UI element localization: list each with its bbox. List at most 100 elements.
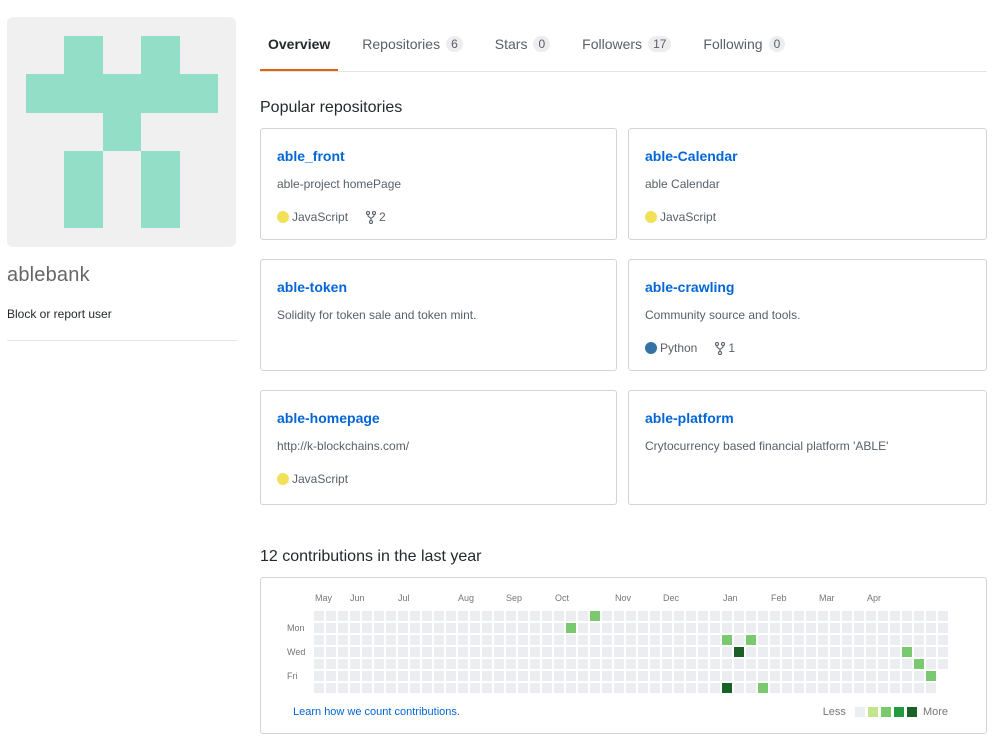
contribution-day-cell[interactable] — [758, 659, 768, 669]
contribution-day-cell[interactable] — [398, 635, 408, 645]
contribution-day-cell[interactable] — [410, 671, 420, 681]
contribution-day-cell[interactable] — [374, 671, 384, 681]
contribution-day-cell[interactable] — [470, 659, 480, 669]
contribution-day-cell[interactable] — [818, 611, 828, 621]
contribution-day-cell[interactable] — [938, 623, 948, 633]
contribution-day-cell[interactable] — [674, 683, 684, 693]
contribution-day-cell[interactable] — [314, 635, 324, 645]
contribution-day-cell[interactable] — [806, 647, 816, 657]
contribution-day-cell[interactable] — [482, 683, 492, 693]
contribution-day-cell[interactable] — [566, 635, 576, 645]
contribution-day-cell[interactable] — [734, 635, 744, 645]
contribution-day-cell[interactable] — [914, 647, 924, 657]
contribution-day-cell[interactable] — [746, 659, 756, 669]
contribution-day-cell[interactable] — [482, 647, 492, 657]
contribution-day-cell[interactable] — [398, 659, 408, 669]
contribution-day-cell[interactable] — [902, 635, 912, 645]
contribution-day-cell[interactable] — [734, 683, 744, 693]
contribution-day-cell[interactable] — [314, 623, 324, 633]
contribution-day-cell[interactable] — [806, 671, 816, 681]
contribution-day-cell[interactable] — [506, 659, 516, 669]
contribution-day-cell[interactable] — [710, 659, 720, 669]
contribution-day-cell[interactable] — [626, 671, 636, 681]
contribution-day-cell[interactable] — [458, 671, 468, 681]
contribution-day-cell[interactable] — [698, 635, 708, 645]
contribution-day-cell[interactable] — [626, 647, 636, 657]
contribution-day-cell[interactable] — [602, 611, 612, 621]
contribution-day-cell[interactable] — [782, 659, 792, 669]
tab-overview[interactable]: Overview — [260, 16, 339, 71]
contribution-day-cell[interactable] — [482, 671, 492, 681]
contribution-day-cell[interactable] — [686, 611, 696, 621]
contribution-day-cell[interactable] — [326, 623, 336, 633]
contribution-day-cell[interactable] — [590, 623, 600, 633]
contribution-day-cell[interactable] — [638, 611, 648, 621]
contribution-day-cell[interactable] — [818, 623, 828, 633]
contribution-day-cell[interactable] — [518, 623, 528, 633]
contribution-day-cell[interactable] — [362, 671, 372, 681]
contribution-day-cell[interactable] — [722, 683, 732, 693]
contribution-day-cell[interactable] — [326, 611, 336, 621]
contribution-day-cell[interactable] — [914, 683, 924, 693]
contribution-day-cell[interactable] — [782, 647, 792, 657]
contribution-day-cell[interactable] — [710, 611, 720, 621]
contribution-day-cell[interactable] — [494, 647, 504, 657]
contribution-day-cell[interactable] — [338, 611, 348, 621]
contribution-day-cell[interactable] — [614, 671, 624, 681]
contribution-day-cell[interactable] — [614, 659, 624, 669]
contribution-day-cell[interactable] — [602, 683, 612, 693]
contribution-day-cell[interactable] — [554, 623, 564, 633]
contribution-day-cell[interactable] — [482, 611, 492, 621]
contribution-day-cell[interactable] — [866, 635, 876, 645]
contribution-day-cell[interactable] — [326, 635, 336, 645]
contribution-day-cell[interactable] — [314, 647, 324, 657]
contribution-day-cell[interactable] — [806, 683, 816, 693]
contribution-day-cell[interactable] — [374, 623, 384, 633]
contribution-day-cell[interactable] — [530, 671, 540, 681]
contribution-day-cell[interactable] — [326, 659, 336, 669]
contribution-day-cell[interactable] — [446, 671, 456, 681]
contribution-day-cell[interactable] — [902, 647, 912, 657]
contribution-day-cell[interactable] — [398, 671, 408, 681]
contribution-day-cell[interactable] — [770, 647, 780, 657]
contribution-day-cell[interactable] — [530, 611, 540, 621]
contribution-day-cell[interactable] — [734, 611, 744, 621]
contribution-day-cell[interactable] — [626, 623, 636, 633]
contribution-day-cell[interactable] — [938, 647, 948, 657]
contribution-day-cell[interactable] — [926, 671, 936, 681]
contribution-day-cell[interactable] — [914, 671, 924, 681]
contribution-day-cell[interactable] — [338, 623, 348, 633]
contribution-day-cell[interactable] — [566, 683, 576, 693]
contribution-day-cell[interactable] — [626, 635, 636, 645]
contribution-day-cell[interactable] — [890, 611, 900, 621]
contribution-day-cell[interactable] — [542, 635, 552, 645]
contribution-day-cell[interactable] — [386, 635, 396, 645]
contribution-day-cell[interactable] — [578, 623, 588, 633]
contribution-day-cell[interactable] — [758, 647, 768, 657]
contribution-day-cell[interactable] — [398, 683, 408, 693]
contribution-day-cell[interactable] — [602, 647, 612, 657]
contribution-day-cell[interactable] — [734, 623, 744, 633]
contribution-day-cell[interactable] — [686, 623, 696, 633]
contribution-day-cell[interactable] — [806, 611, 816, 621]
contribution-day-cell[interactable] — [374, 647, 384, 657]
contribution-day-cell[interactable] — [458, 623, 468, 633]
contribution-day-cell[interactable] — [698, 659, 708, 669]
contribution-day-cell[interactable] — [422, 647, 432, 657]
contribution-day-cell[interactable] — [614, 683, 624, 693]
contribution-day-cell[interactable] — [410, 611, 420, 621]
contribution-day-cell[interactable] — [494, 659, 504, 669]
contribution-day-cell[interactable] — [470, 671, 480, 681]
contribution-day-cell[interactable] — [530, 623, 540, 633]
contribution-day-cell[interactable] — [470, 647, 480, 657]
contribution-day-cell[interactable] — [758, 671, 768, 681]
contribution-day-cell[interactable] — [722, 647, 732, 657]
contribution-day-cell[interactable] — [722, 623, 732, 633]
contribution-day-cell[interactable] — [530, 635, 540, 645]
contribution-day-cell[interactable] — [734, 671, 744, 681]
contribution-day-cell[interactable] — [434, 611, 444, 621]
contribution-day-cell[interactable] — [674, 659, 684, 669]
contribution-day-cell[interactable] — [722, 659, 732, 669]
contribution-day-cell[interactable] — [650, 671, 660, 681]
contribution-day-cell[interactable] — [422, 635, 432, 645]
